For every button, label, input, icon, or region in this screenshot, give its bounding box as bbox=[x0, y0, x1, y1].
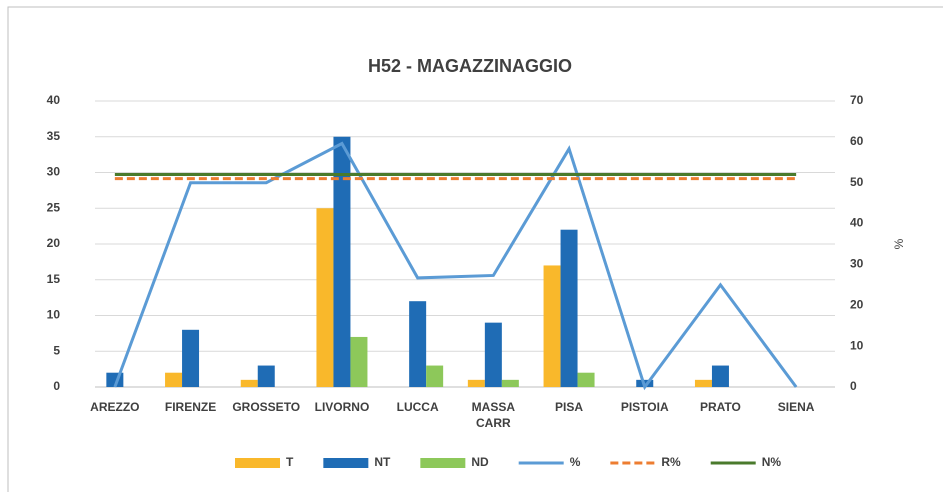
y2-tick-label: 60 bbox=[850, 134, 864, 148]
legend-label: R% bbox=[661, 455, 681, 469]
y-tick-label: 40 bbox=[47, 93, 61, 107]
x-tick-label: PRATO bbox=[700, 400, 741, 414]
legend-swatch bbox=[235, 458, 280, 468]
y2-tick-label: 40 bbox=[850, 216, 864, 230]
line-series bbox=[113, 141, 798, 391]
y-tick-label: 15 bbox=[47, 272, 61, 286]
legend-label: T bbox=[286, 455, 294, 469]
y2-tick-label: 20 bbox=[850, 297, 864, 311]
y2-axis-label: % bbox=[892, 238, 906, 249]
bar bbox=[165, 372, 183, 387]
x-tick-label: AREZZO bbox=[90, 400, 139, 414]
bar bbox=[484, 322, 502, 387]
bar bbox=[560, 229, 578, 387]
y2-tick-label: 50 bbox=[850, 175, 864, 189]
bar bbox=[711, 365, 729, 387]
bar bbox=[316, 208, 334, 387]
bar bbox=[350, 336, 368, 387]
bar bbox=[240, 379, 258, 387]
frame bbox=[7, 6, 943, 492]
legend-swatch bbox=[323, 458, 369, 468]
y2-tick-label: 70 bbox=[850, 93, 864, 107]
y2-tick-label: 30 bbox=[850, 257, 864, 271]
y-tick-label: 10 bbox=[47, 308, 61, 322]
x-tick-label: LUCCA bbox=[397, 400, 439, 414]
legend-label: NT bbox=[374, 455, 391, 469]
chart-title: H52 - MAGAZZINAGGIO bbox=[368, 56, 572, 76]
bar bbox=[467, 379, 485, 387]
bar bbox=[257, 365, 275, 387]
x-tick-label-line: CARR bbox=[476, 416, 511, 430]
legend-label: ND bbox=[471, 455, 489, 469]
bar bbox=[694, 379, 712, 387]
x-tick-label: PISTOIA bbox=[621, 400, 669, 414]
y-tick-label: 25 bbox=[47, 200, 61, 214]
y2-tick-label: 10 bbox=[850, 338, 864, 352]
legend-label: N% bbox=[762, 455, 782, 469]
x-tick-label: FIRENZE bbox=[165, 400, 216, 414]
y2-tick-label: 0 bbox=[850, 379, 857, 393]
x-tick-label: PISA bbox=[555, 400, 583, 414]
legend-swatch bbox=[420, 458, 466, 468]
bar bbox=[501, 379, 519, 387]
x-tick-label: LIVORNO bbox=[315, 400, 370, 414]
y-tick-label: 0 bbox=[53, 379, 60, 393]
y-tick-label: 35 bbox=[47, 129, 61, 143]
x-tick-label: MASSA CARR bbox=[472, 400, 516, 430]
bar bbox=[333, 136, 351, 387]
x-tick-label-line: MASSA bbox=[472, 400, 516, 414]
bar bbox=[426, 365, 444, 387]
legend-label: % bbox=[570, 455, 581, 469]
bar bbox=[182, 329, 200, 387]
bar bbox=[543, 265, 561, 387]
bar bbox=[577, 372, 595, 387]
x-tick-label: GROSSETO bbox=[232, 400, 300, 414]
x-tick-label: SIENA bbox=[778, 400, 815, 414]
y-tick-label: 30 bbox=[47, 165, 61, 179]
y-tick-label: 20 bbox=[47, 236, 61, 250]
bar bbox=[409, 301, 427, 387]
y-tick-label: 5 bbox=[53, 343, 60, 357]
